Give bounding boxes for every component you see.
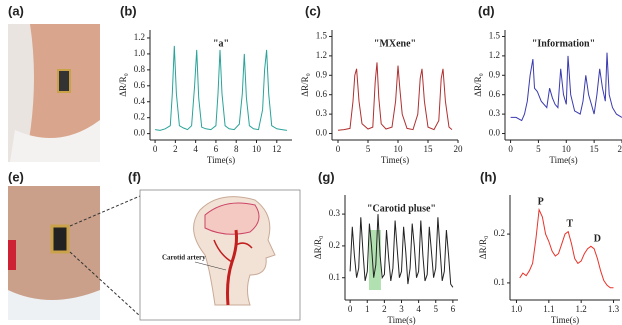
x-tick-label: 0	[336, 144, 341, 154]
x-tick-label: 0	[508, 144, 513, 154]
photo-neck-a	[8, 24, 100, 162]
panel-label: (c)	[305, 3, 321, 18]
x-tick-label: 15	[590, 144, 600, 154]
y-tick-label: 1.2	[134, 32, 145, 42]
x-tick-label: 2	[173, 144, 178, 154]
zoom-line	[69, 251, 141, 317]
data-line	[519, 207, 614, 289]
x-tick-label: 1.3	[608, 304, 620, 314]
y-tick-label: 0.2	[134, 112, 145, 122]
x-axis-label: Time(s)	[207, 155, 235, 165]
y-axis-label: ΔR/R₀	[313, 236, 323, 259]
data-line	[155, 45, 287, 131]
chart-title: "Information"	[532, 38, 595, 49]
x-axis-label: Time(s)	[551, 315, 579, 325]
peak-annotation: P	[538, 197, 544, 208]
x-tick-label: 6	[451, 304, 456, 314]
x-tick-label: 15	[424, 144, 434, 154]
peak-annotation: D	[594, 233, 601, 244]
y-tick-label: 0.3	[316, 108, 328, 118]
x-axis-label: Time(s)	[549, 155, 577, 165]
x-tick-label: 20	[454, 144, 464, 154]
y-tick-label: 0.2	[494, 228, 505, 238]
panel-label: (d)	[478, 3, 495, 18]
x-tick-label: 8	[234, 144, 239, 154]
y-tick-label: 0.6	[489, 89, 501, 99]
y-axis-label: ΔR/R₀	[118, 73, 128, 96]
y-tick-label: 1.0	[134, 48, 146, 58]
y-tick-label: 0.3	[329, 208, 341, 218]
y-tick-label: 0.4	[134, 96, 146, 106]
y-axis-label: ΔR/R₀	[300, 73, 310, 96]
x-tick-label: 0	[153, 144, 158, 154]
illustration-label: Carotid artery	[162, 254, 206, 262]
x-tick-label: 10	[394, 144, 404, 154]
chart-title: "a"	[213, 38, 229, 49]
y-tick-label: 1.2	[489, 50, 500, 60]
data-line	[337, 62, 453, 131]
y-tick-label: 0.6	[134, 80, 146, 90]
x-tick-label: 1.2	[576, 304, 587, 314]
y-tick-label: 0.3	[489, 108, 501, 118]
y-axis-label: ΔR/R₀	[473, 73, 483, 96]
x-tick-label: 5	[433, 304, 438, 314]
x-tick-label: 20	[618, 144, 622, 154]
data-line	[510, 52, 622, 122]
x-tick-label: 5	[366, 144, 371, 154]
chart-title: "Carotid pluse"	[367, 203, 436, 214]
y-tick-label: 0.9	[316, 69, 328, 79]
x-tick-label: 6	[214, 144, 219, 154]
photo-neck-e	[8, 186, 100, 320]
y-tick-label: 0.0	[489, 128, 501, 138]
x-tick-label: 0	[348, 304, 353, 314]
panel-label: (f)	[128, 169, 141, 184]
peak-annotation: T	[567, 219, 574, 230]
y-tick-label: 0.1	[329, 272, 340, 282]
y-tick-label: 0.6	[316, 89, 328, 99]
highlight-band	[368, 230, 381, 290]
y-tick-label: 1.2	[316, 50, 327, 60]
zoom-line	[69, 195, 141, 227]
x-tick-label: 1.0	[511, 304, 523, 314]
y-tick-label: 0.1	[494, 277, 505, 287]
x-tick-label: 3	[399, 304, 404, 314]
y-tick-label: 0.0	[316, 128, 328, 138]
x-tick-label: 10	[252, 144, 262, 154]
x-axis-label: Time(s)	[381, 155, 409, 165]
panel-label: (g)	[318, 169, 335, 184]
panel-label: (h)	[480, 169, 497, 184]
y-tick-label: 1.5	[489, 31, 501, 41]
x-tick-label: 5	[536, 144, 541, 154]
x-tick-label: 4	[416, 304, 421, 314]
x-tick-label: 10	[562, 144, 572, 154]
x-tick-label: 2	[382, 304, 387, 314]
y-tick-label: 1.5	[316, 31, 328, 41]
y-tick-label: 0.0	[134, 128, 146, 138]
x-tick-label: 1.1	[543, 304, 554, 314]
x-tick-label: 1	[365, 304, 370, 314]
x-tick-label: 4	[193, 144, 198, 154]
y-tick-label: 0.9	[489, 69, 501, 79]
illustration-head: Carotid artery	[139, 189, 301, 321]
chart-title: "MXene"	[374, 38, 416, 49]
panel-label: (b)	[120, 3, 137, 18]
x-tick-label: 12	[272, 144, 281, 154]
y-axis-label: ΔR/R₀	[478, 236, 488, 259]
x-axis-label: Time(s)	[387, 315, 415, 325]
y-tick-label: 0.2	[329, 240, 340, 250]
panel-label: (a)	[8, 3, 24, 18]
panel-label: (e)	[8, 169, 24, 184]
data-line	[349, 214, 454, 288]
y-tick-label: 0.8	[134, 64, 146, 74]
